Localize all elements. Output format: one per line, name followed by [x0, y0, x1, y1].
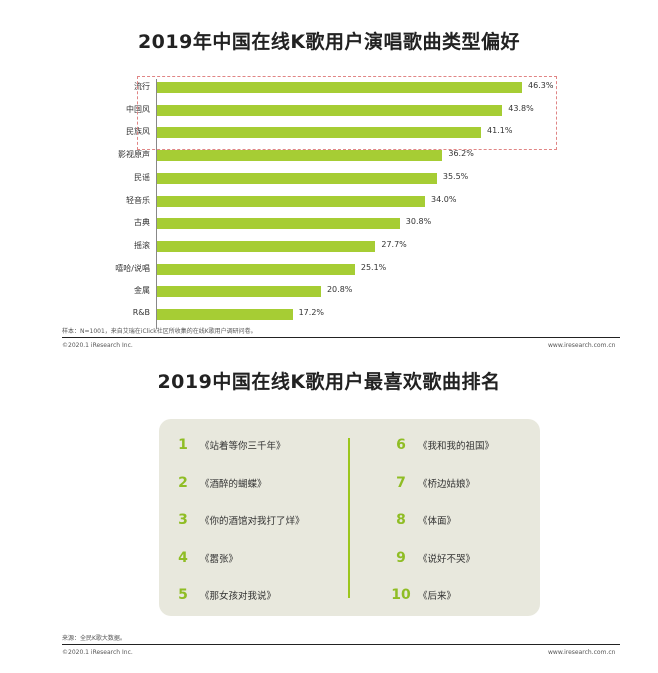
category-label: 嘻哈/说唱 — [115, 263, 150, 273]
copyright-text-2: ©2020.1 iResearch Inc. — [62, 649, 133, 656]
y-axis-line — [156, 79, 157, 329]
category-label: R&B — [132, 308, 150, 317]
song-title: 《你的酒馆对我打了烊》 — [200, 516, 305, 527]
website-text-2: www.iresearch.com.cn — [548, 649, 616, 656]
ranking-item: 5 《那女孩对我说》 — [172, 587, 276, 603]
value-label: 35.5% — [442, 171, 469, 181]
rank-number: 4 — [178, 549, 188, 566]
value-label: 46.3% — [528, 81, 554, 90]
rank-number: 9 — [396, 549, 406, 566]
rank-number: 10 — [391, 587, 411, 603]
divider-line-bottom — [62, 644, 620, 645]
chart-title: 2019年中国在线K歌用户演唱歌曲类型偏好 — [137, 31, 521, 53]
value-label: 27.7% — [381, 239, 407, 249]
bar — [157, 263, 355, 275]
value-label: 43.8% — [508, 103, 534, 113]
bar — [157, 150, 443, 162]
song-title: 《后来》 — [418, 591, 457, 602]
category-label: 古典 — [134, 218, 150, 228]
rank-number: 8 — [396, 512, 406, 528]
value-label: 17.2% — [298, 308, 325, 317]
value-label: 36.2% — [448, 149, 474, 159]
bar — [157, 218, 400, 230]
category-label: 轻音乐 — [126, 195, 150, 205]
rank-number: 3 — [178, 512, 188, 528]
value-label: 41.1% — [487, 126, 513, 136]
category-label: 中国风 — [126, 104, 150, 114]
rank-number: 1 — [178, 437, 188, 453]
song-title: 《那女孩对我说》 — [200, 591, 277, 602]
bar — [157, 82, 522, 93]
rank-number: 2 — [178, 474, 188, 491]
bar — [157, 286, 321, 298]
category-label: 民族风 — [126, 127, 150, 137]
song-title: 《体面》 — [418, 516, 457, 527]
ranking-item: 10 《后来》 — [390, 587, 456, 603]
value-label: 34.0% — [431, 194, 457, 204]
bar — [157, 104, 503, 116]
bar — [157, 127, 481, 139]
sample-note: 样本：N=1001，来自艾瑞在iClick社区所收集的在线K歌用户调研问卷。 — [62, 328, 257, 335]
ranking-item: 4 《嚣张》 — [172, 550, 238, 566]
copyright-text: ©2020.1 iResearch Inc. — [62, 342, 133, 349]
value-label: 30.8% — [405, 217, 432, 227]
song-title: 《嚣张》 — [200, 553, 239, 565]
song-title: 《说好不哭》 — [418, 553, 476, 565]
song-title: 《站着等你三千年》 — [200, 441, 286, 452]
ranking-item: 8 《体面》 — [390, 512, 456, 528]
rank-number: 7 — [396, 474, 406, 491]
ranking-item: 3 《你的酒馆对我打了烊》 — [172, 512, 305, 528]
ranking-item: 7 《桥边姑娘》 — [390, 475, 475, 491]
source-note: 来源：全民K歌大数据。 — [62, 635, 126, 642]
value-label: 20.8% — [326, 285, 353, 295]
ranking-item: 6 《我和我的祖国》 — [390, 437, 494, 453]
top3-highlight-box — [137, 76, 557, 151]
category-label: 影视原声 — [118, 150, 150, 160]
divider-line-top — [62, 337, 620, 338]
website-text: www.iresearch.com.cn — [548, 342, 616, 349]
bar — [157, 195, 426, 207]
ranking-item: 1 《站着等你三千年》 — [172, 437, 286, 453]
ranking-item: 2 《酒醉的蝴蝶》 — [172, 474, 267, 491]
category-label: 流行 — [134, 82, 150, 91]
song-title: 《酒醉的蝴蝶》 — [200, 478, 267, 490]
ranking-item: 9 《说好不哭》 — [390, 550, 475, 566]
rank-number: 6 — [396, 437, 406, 453]
ranking-divider — [348, 438, 350, 598]
bar — [157, 172, 437, 184]
category-label: 摇滚 — [134, 240, 150, 250]
ranking-title: 2019中国在线K歌用户最喜欢歌曲排名 — [157, 371, 501, 393]
bar — [157, 240, 376, 252]
bar — [157, 309, 293, 320]
category-label: 金属 — [134, 286, 150, 296]
value-label: 25.1% — [360, 262, 387, 272]
song-title: 《桥边姑娘》 — [418, 478, 476, 490]
category-label: 民谣 — [134, 172, 150, 182]
rank-number: 5 — [178, 587, 188, 603]
song-title: 《我和我的祖国》 — [418, 441, 495, 452]
